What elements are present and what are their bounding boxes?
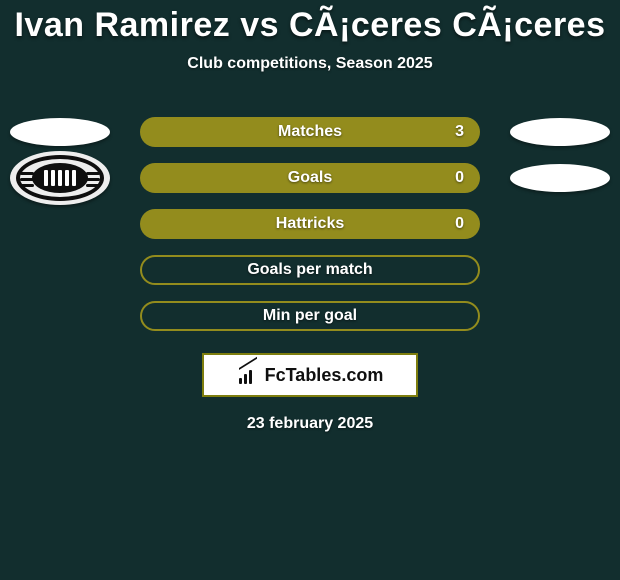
player-bubble-left	[10, 118, 110, 146]
stat-row: Goals 0	[0, 155, 620, 201]
stat-row: Min per goal	[0, 293, 620, 339]
brand-text: FcTables.com	[265, 365, 384, 386]
stat-row: Goals per match	[0, 247, 620, 293]
page-subtitle: Club competitions, Season 2025	[0, 55, 620, 73]
stat-pill: Matches 3	[140, 117, 480, 147]
stat-pill: Hattricks 0	[140, 209, 480, 239]
player-bubble-right	[510, 164, 610, 192]
date-text: 23 february 2025	[0, 415, 620, 433]
club-crest-left	[10, 151, 110, 205]
page-title: Ivan Ramirez vs CÃ¡ceres CÃ¡ceres	[0, 0, 620, 45]
player-bubble-right	[510, 118, 610, 146]
stat-label: Goals per match	[247, 261, 372, 279]
stat-pill: Goals 0	[140, 163, 480, 193]
stat-rows: Matches 3 Goals 0 Hattricks 0 Goals per match M…	[0, 109, 620, 339]
stat-pill: Goals per match	[140, 255, 480, 285]
stat-label: Min per goal	[263, 307, 357, 325]
stat-value: 0	[455, 169, 464, 187]
stat-label: Goals	[288, 169, 332, 187]
stat-value: 3	[455, 123, 464, 141]
stat-pill: Min per goal	[140, 301, 480, 331]
stat-row: Hattricks 0	[0, 201, 620, 247]
stat-value: 0	[455, 215, 464, 233]
stat-label: Matches	[278, 123, 342, 141]
stat-row: Matches 3	[0, 109, 620, 155]
stat-label: Hattricks	[276, 215, 344, 233]
bars-arrow-icon	[237, 366, 259, 384]
brand-box: FcTables.com	[202, 353, 418, 397]
